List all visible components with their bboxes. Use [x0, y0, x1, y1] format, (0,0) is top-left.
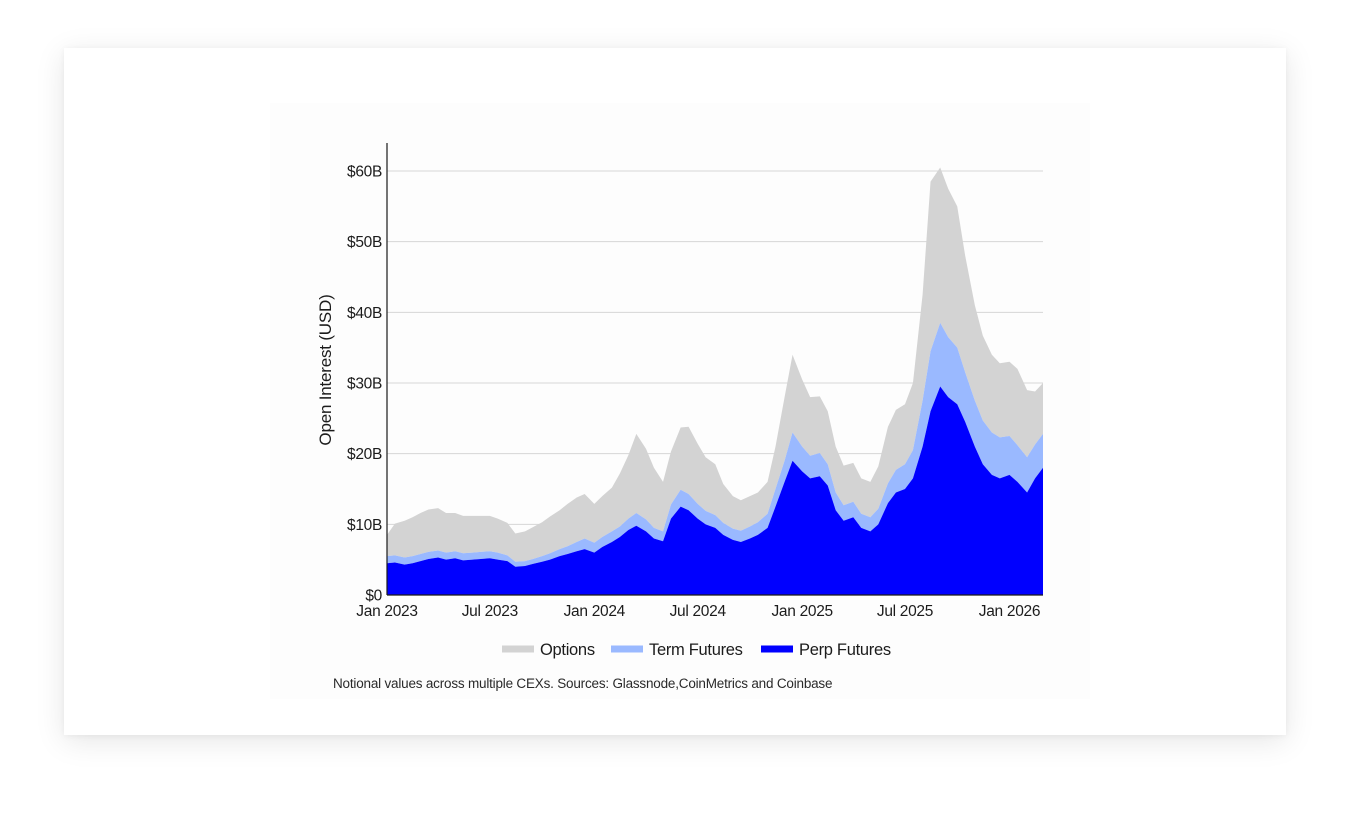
x-tick-label: Jul 2025 [877, 603, 933, 620]
legend-swatch-perp-futures [761, 645, 793, 653]
x-axis-ticks: Jan 2023 Jul 2023 Jan 2024 Jul 2024 Jan 2025… [356, 603, 1040, 620]
legend-swatch-options [502, 645, 534, 653]
axes [386, 143, 1043, 596]
x-tick-label: Jan 2023 [356, 603, 417, 620]
x-tick-label: Jul 2023 [462, 603, 518, 620]
legend-label-perp-futures: Perp Futures [799, 641, 891, 659]
stacked-areas [387, 167, 1043, 595]
area-term-futures [387, 322, 1043, 567]
y-tick-label: $20B [347, 446, 382, 463]
y-axis-ticks: $0 $10B $20B $30B $40B $50B $60B [347, 164, 383, 605]
area-perp-futures [387, 386, 1043, 595]
source-note: Notional values across multiple CEXs. So… [333, 676, 832, 691]
legend-swatch-term-futures [611, 645, 643, 653]
x-tick-label: Jan 2026 [979, 603, 1040, 620]
x-tick-label: Jan 2025 [771, 603, 832, 620]
y-tick-label: $50B [347, 234, 382, 251]
y-axis-label: Open Interest (USD) [316, 294, 335, 445]
area-options [387, 167, 1043, 562]
y-tick-label: $40B [347, 305, 382, 322]
y-tick-label: $10B [347, 517, 382, 534]
legend-label-term-futures: Term Futures [649, 641, 743, 659]
y-tick-label: $60B [347, 164, 382, 181]
x-tick-label: Jul 2024 [670, 603, 727, 620]
legend-label-options: Options [540, 641, 595, 659]
x-tick-label: Jan 2024 [564, 603, 626, 620]
y-tick-label: $30B [347, 376, 382, 393]
legend: Options Term Futures Perp Futures [502, 641, 891, 659]
y-tick-label: $0 [365, 588, 382, 605]
